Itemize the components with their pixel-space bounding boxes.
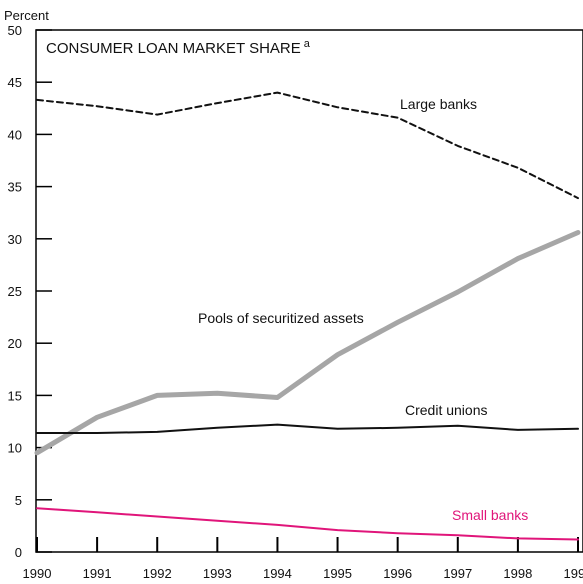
series-line-credit-unions	[36, 423, 579, 434]
chart-title-text: CONSUMER LOAN MARKET SHARE	[46, 40, 301, 57]
x-tick-label: 1990	[23, 566, 52, 581]
y-tick-label: 45	[8, 75, 22, 90]
x-tick-label: 1991	[83, 566, 112, 581]
series-line-small-banks	[36, 507, 579, 541]
x-tick-label: 1998	[503, 566, 532, 581]
x-tick-label: 1996	[383, 566, 412, 581]
y-tick-label: 20	[8, 336, 22, 351]
series-line-large-banks	[36, 91, 579, 200]
y-axis: 0 5 10 15 20 25 30 35 40 45 50	[8, 23, 52, 560]
x-tick-label: 1994	[263, 566, 292, 581]
chart-title: CONSUMER LOAN MARKET SHARE a	[46, 38, 311, 57]
y-axis-label: Percent	[4, 8, 49, 23]
x-tick-label: 1995	[323, 566, 352, 581]
series-label-credit-unions: Credit unions	[405, 402, 488, 418]
series-lines	[34, 91, 581, 541]
y-tick-label: 0	[15, 545, 22, 560]
x-tick-label: 1992	[143, 566, 172, 581]
x-tick-label: 1997	[443, 566, 472, 581]
y-tick-label: 10	[8, 441, 22, 456]
series-label-pools-of-securitized-assets: Pools of securitized assets	[198, 310, 364, 326]
y-tick-label: 40	[8, 127, 22, 142]
series-label-small-banks: Small banks	[452, 507, 528, 523]
y-tick-label: 30	[8, 232, 22, 247]
y-tick-label: 5	[15, 493, 22, 508]
y-tick-label: 15	[8, 388, 22, 403]
y-tick-label: 50	[8, 23, 22, 38]
series-label-large-banks: Large banks	[400, 96, 477, 112]
x-tick-label: 1999	[564, 566, 583, 581]
y-tick-label: 35	[8, 180, 22, 195]
chart-title-superscript: a	[304, 38, 311, 50]
series-line-pools-of-securitized-assets	[34, 230, 581, 456]
y-tick-label: 25	[8, 284, 22, 299]
x-tick-label: 1993	[203, 566, 232, 581]
x-axis: 1990 1991 1992 1993 1994 1995 1996 1997 1998 1999	[23, 537, 583, 581]
